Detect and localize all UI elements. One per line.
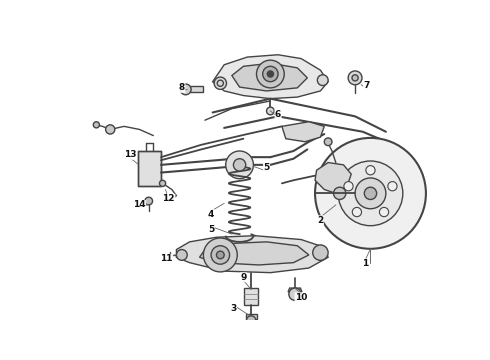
Circle shape [318,75,328,86]
Circle shape [267,107,274,115]
Circle shape [263,66,278,82]
Polygon shape [315,163,351,193]
Text: 8: 8 [179,84,185,93]
Text: 2: 2 [318,216,323,225]
Circle shape [217,251,224,259]
Circle shape [315,138,426,249]
Polygon shape [190,86,203,93]
Circle shape [214,77,226,89]
Polygon shape [138,151,161,186]
Circle shape [211,246,229,264]
Circle shape [106,125,115,134]
Polygon shape [199,242,309,265]
Text: 10: 10 [295,293,307,302]
Text: 9: 9 [240,273,246,282]
Text: 6: 6 [275,109,281,118]
Polygon shape [245,314,257,319]
Text: 11: 11 [160,254,172,263]
Circle shape [352,75,358,81]
Circle shape [180,84,191,95]
Circle shape [355,178,386,209]
Polygon shape [288,288,302,292]
Polygon shape [176,236,328,273]
Circle shape [289,288,301,300]
Circle shape [160,180,166,186]
Circle shape [226,151,253,179]
Text: 12: 12 [163,194,175,203]
Polygon shape [213,55,328,99]
Circle shape [334,187,346,199]
Text: 14: 14 [133,201,146,210]
Circle shape [203,238,237,272]
Circle shape [344,181,353,191]
Circle shape [365,187,377,199]
Circle shape [324,138,332,145]
Circle shape [246,316,256,325]
Circle shape [348,71,362,85]
Circle shape [257,60,284,88]
Text: 5: 5 [264,163,270,172]
Circle shape [145,197,152,205]
Circle shape [338,161,403,226]
Circle shape [176,249,187,260]
Text: 13: 13 [124,150,137,159]
Circle shape [268,71,273,77]
Text: 7: 7 [364,81,370,90]
Circle shape [233,159,246,171]
Circle shape [379,207,389,217]
Polygon shape [244,288,258,305]
Circle shape [366,166,375,175]
Circle shape [93,122,99,128]
Text: 4: 4 [208,210,214,219]
Circle shape [388,181,397,191]
Text: 5: 5 [208,225,214,234]
Text: 1: 1 [362,259,368,268]
Polygon shape [232,63,307,91]
Polygon shape [282,122,324,142]
Text: 3: 3 [230,303,237,312]
Circle shape [352,207,362,217]
Circle shape [313,245,328,260]
